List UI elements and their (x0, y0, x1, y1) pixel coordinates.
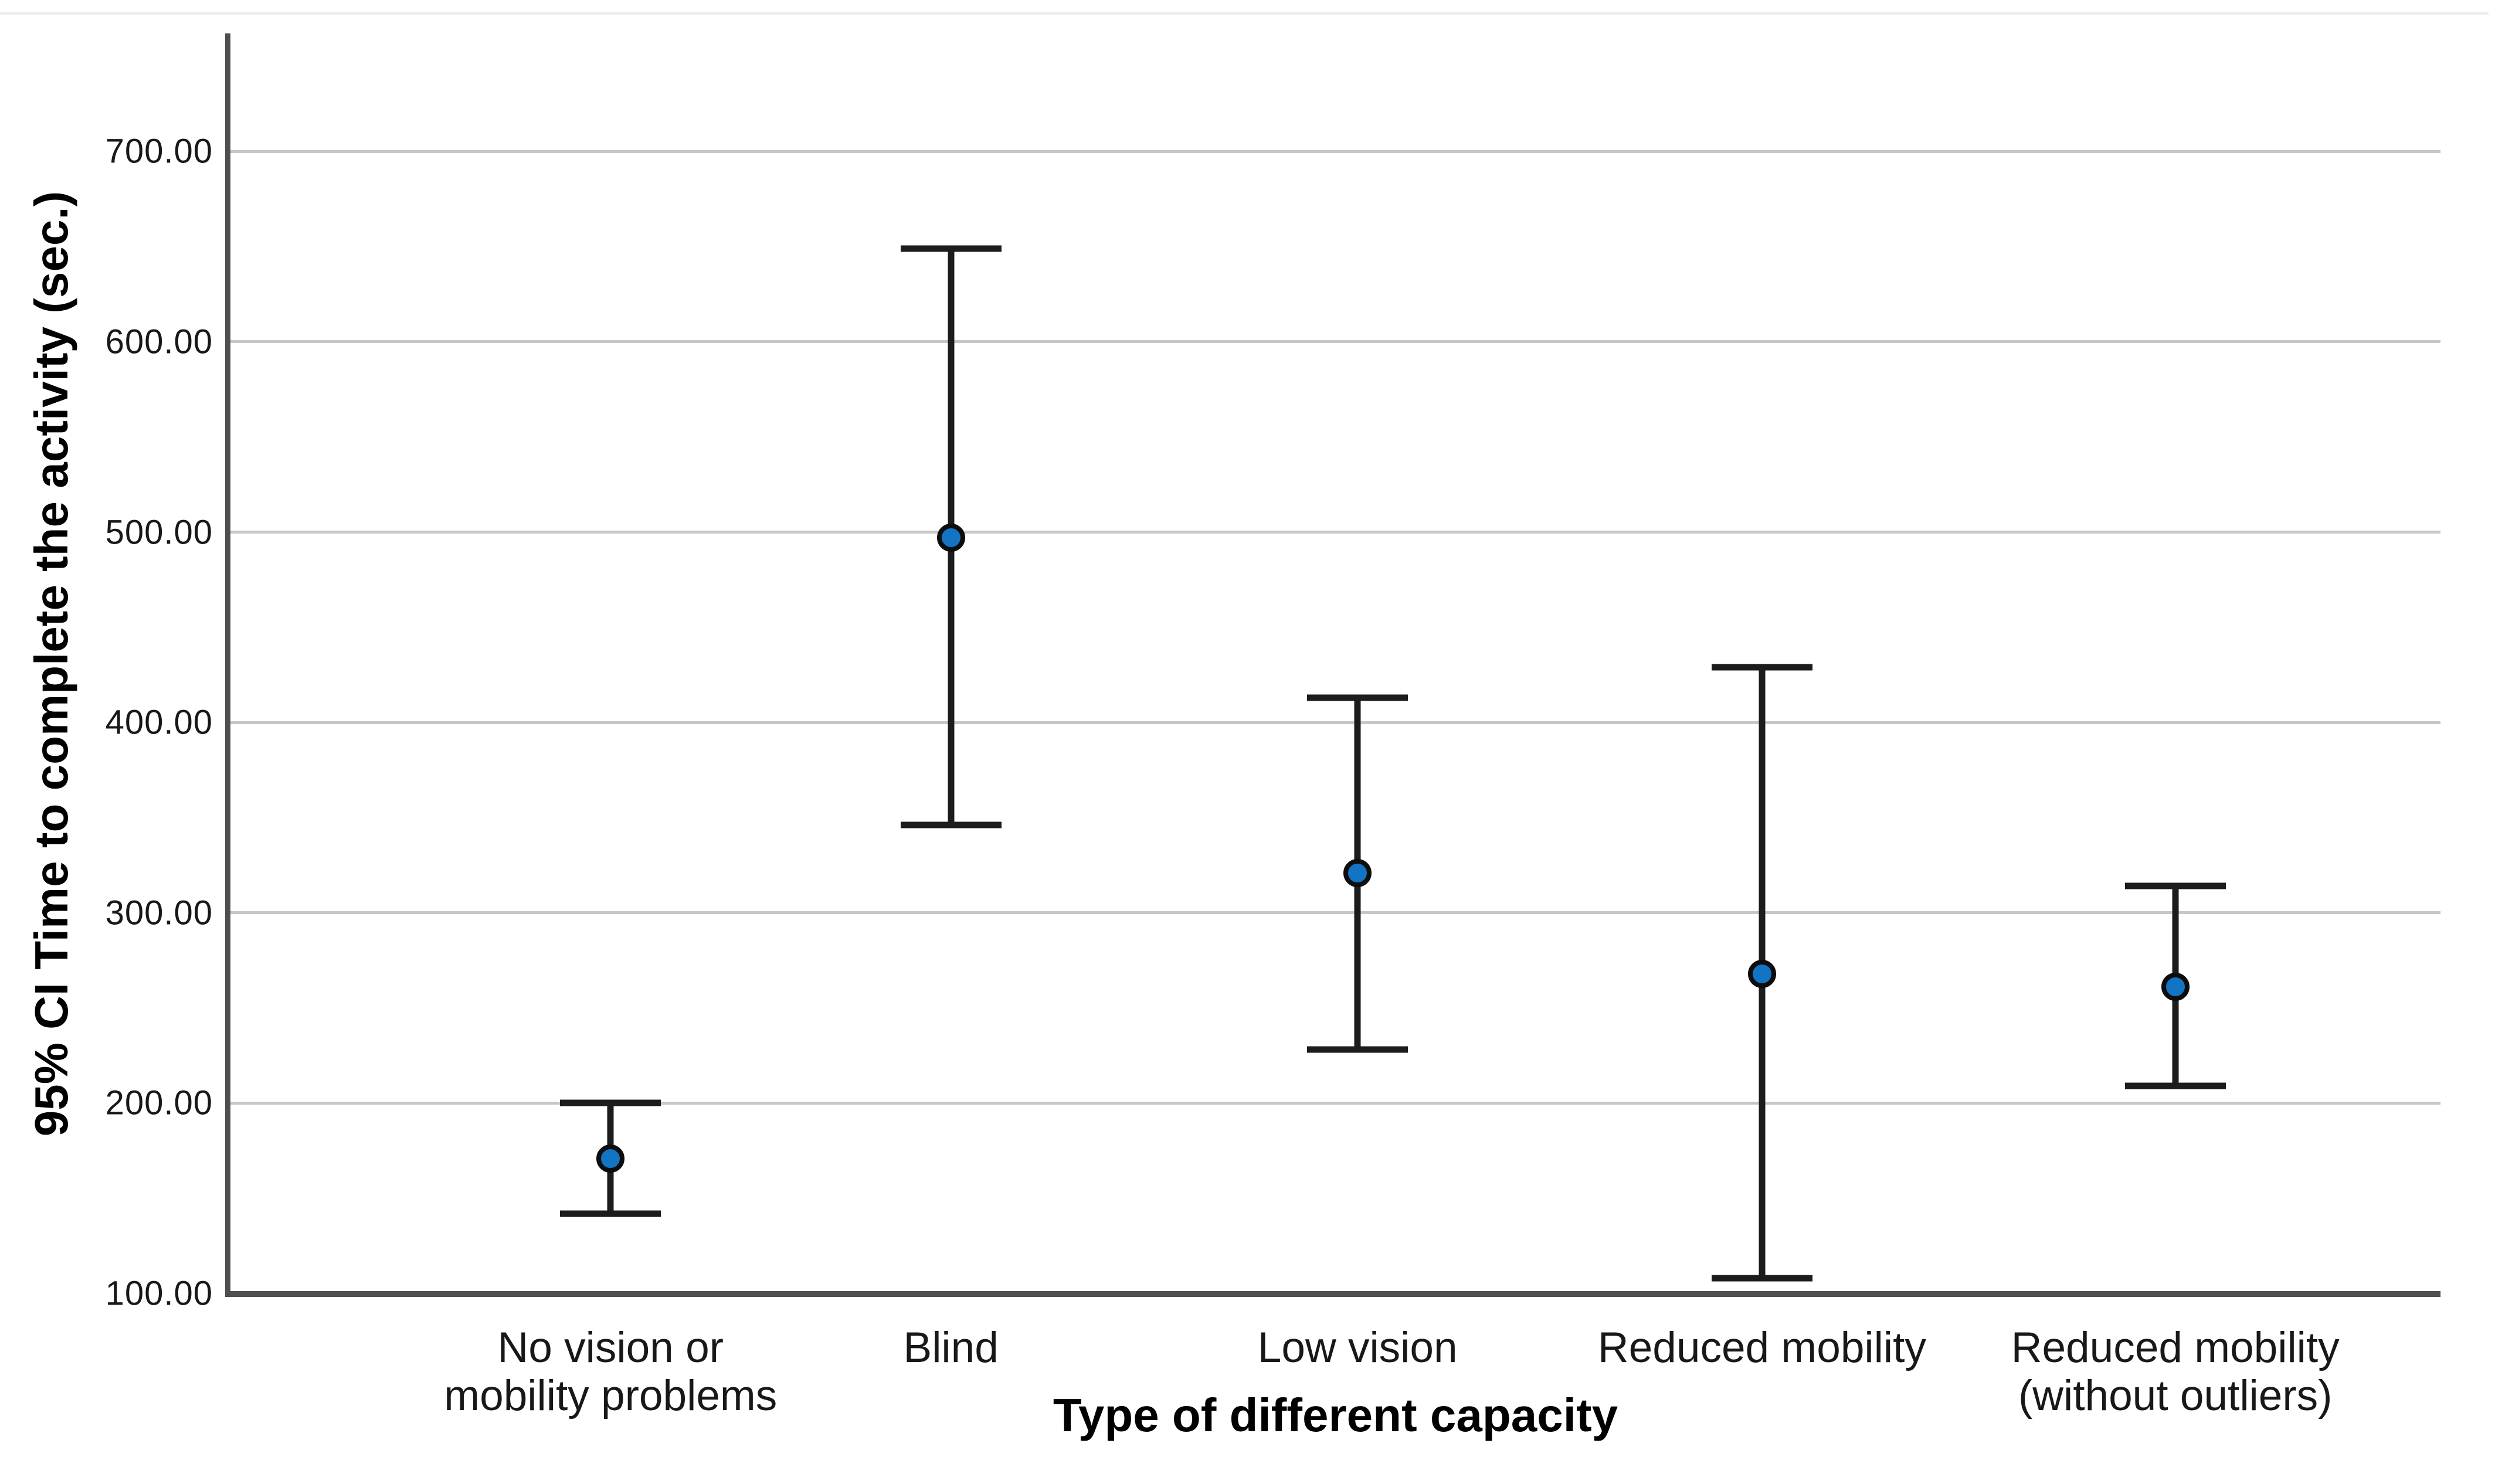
mean-marker (1747, 959, 1776, 988)
error-bar-cap-bottom (1711, 1275, 1812, 1282)
error-bar-cap-bottom (560, 1210, 661, 1217)
x-category-label: No vision or mobility problems (444, 1324, 778, 1420)
x-axis-title: Type of different capacity (1053, 1389, 1618, 1441)
x-category-label: Low vision (1257, 1324, 1458, 1371)
mean-marker (596, 1144, 625, 1173)
mean-marker (2161, 973, 2190, 1001)
y-gridline (230, 721, 2440, 724)
error-bar-cap-top (1307, 694, 1408, 701)
y-gridline (230, 340, 2440, 344)
y-tick-label: 300.00 (105, 894, 213, 932)
y-tick-label: 100.00 (105, 1274, 213, 1313)
y-tick-label: 200.00 (105, 1084, 213, 1122)
mean-marker (1343, 858, 1372, 887)
y-axis-line (225, 33, 230, 1293)
y-gridline (230, 911, 2440, 915)
y-tick-label: 600.00 (105, 322, 213, 361)
y-gridline (230, 150, 2440, 153)
error-bar-cap-top (2124, 882, 2226, 889)
y-tick-label: 400.00 (105, 703, 213, 742)
x-axis-line (225, 1291, 2440, 1297)
error-bar-cap-top (560, 1099, 661, 1106)
mean-marker (936, 524, 965, 552)
error-bar-cap-top (900, 245, 1002, 252)
y-gridline (230, 1101, 2440, 1105)
error-bar-cap-bottom (2124, 1082, 2226, 1089)
error-bar-cap-top (1711, 664, 1812, 671)
error-bar-cap-bottom (900, 821, 1002, 828)
error-bar-cap-bottom (1307, 1046, 1408, 1053)
x-category-label: Reduced mobility (1597, 1324, 1926, 1371)
x-category-label: Reduced mobility (without outliers) (2011, 1324, 2340, 1420)
y-tick-label: 500.00 (105, 513, 213, 551)
y-axis-title: 95% CI Time to complete the activity (se… (25, 191, 77, 1136)
y-gridline (230, 531, 2440, 534)
chart-top-frame-line (0, 12, 2489, 15)
y-tick-label: 700.00 (105, 132, 213, 171)
x-category-label: Blind (903, 1324, 999, 1371)
